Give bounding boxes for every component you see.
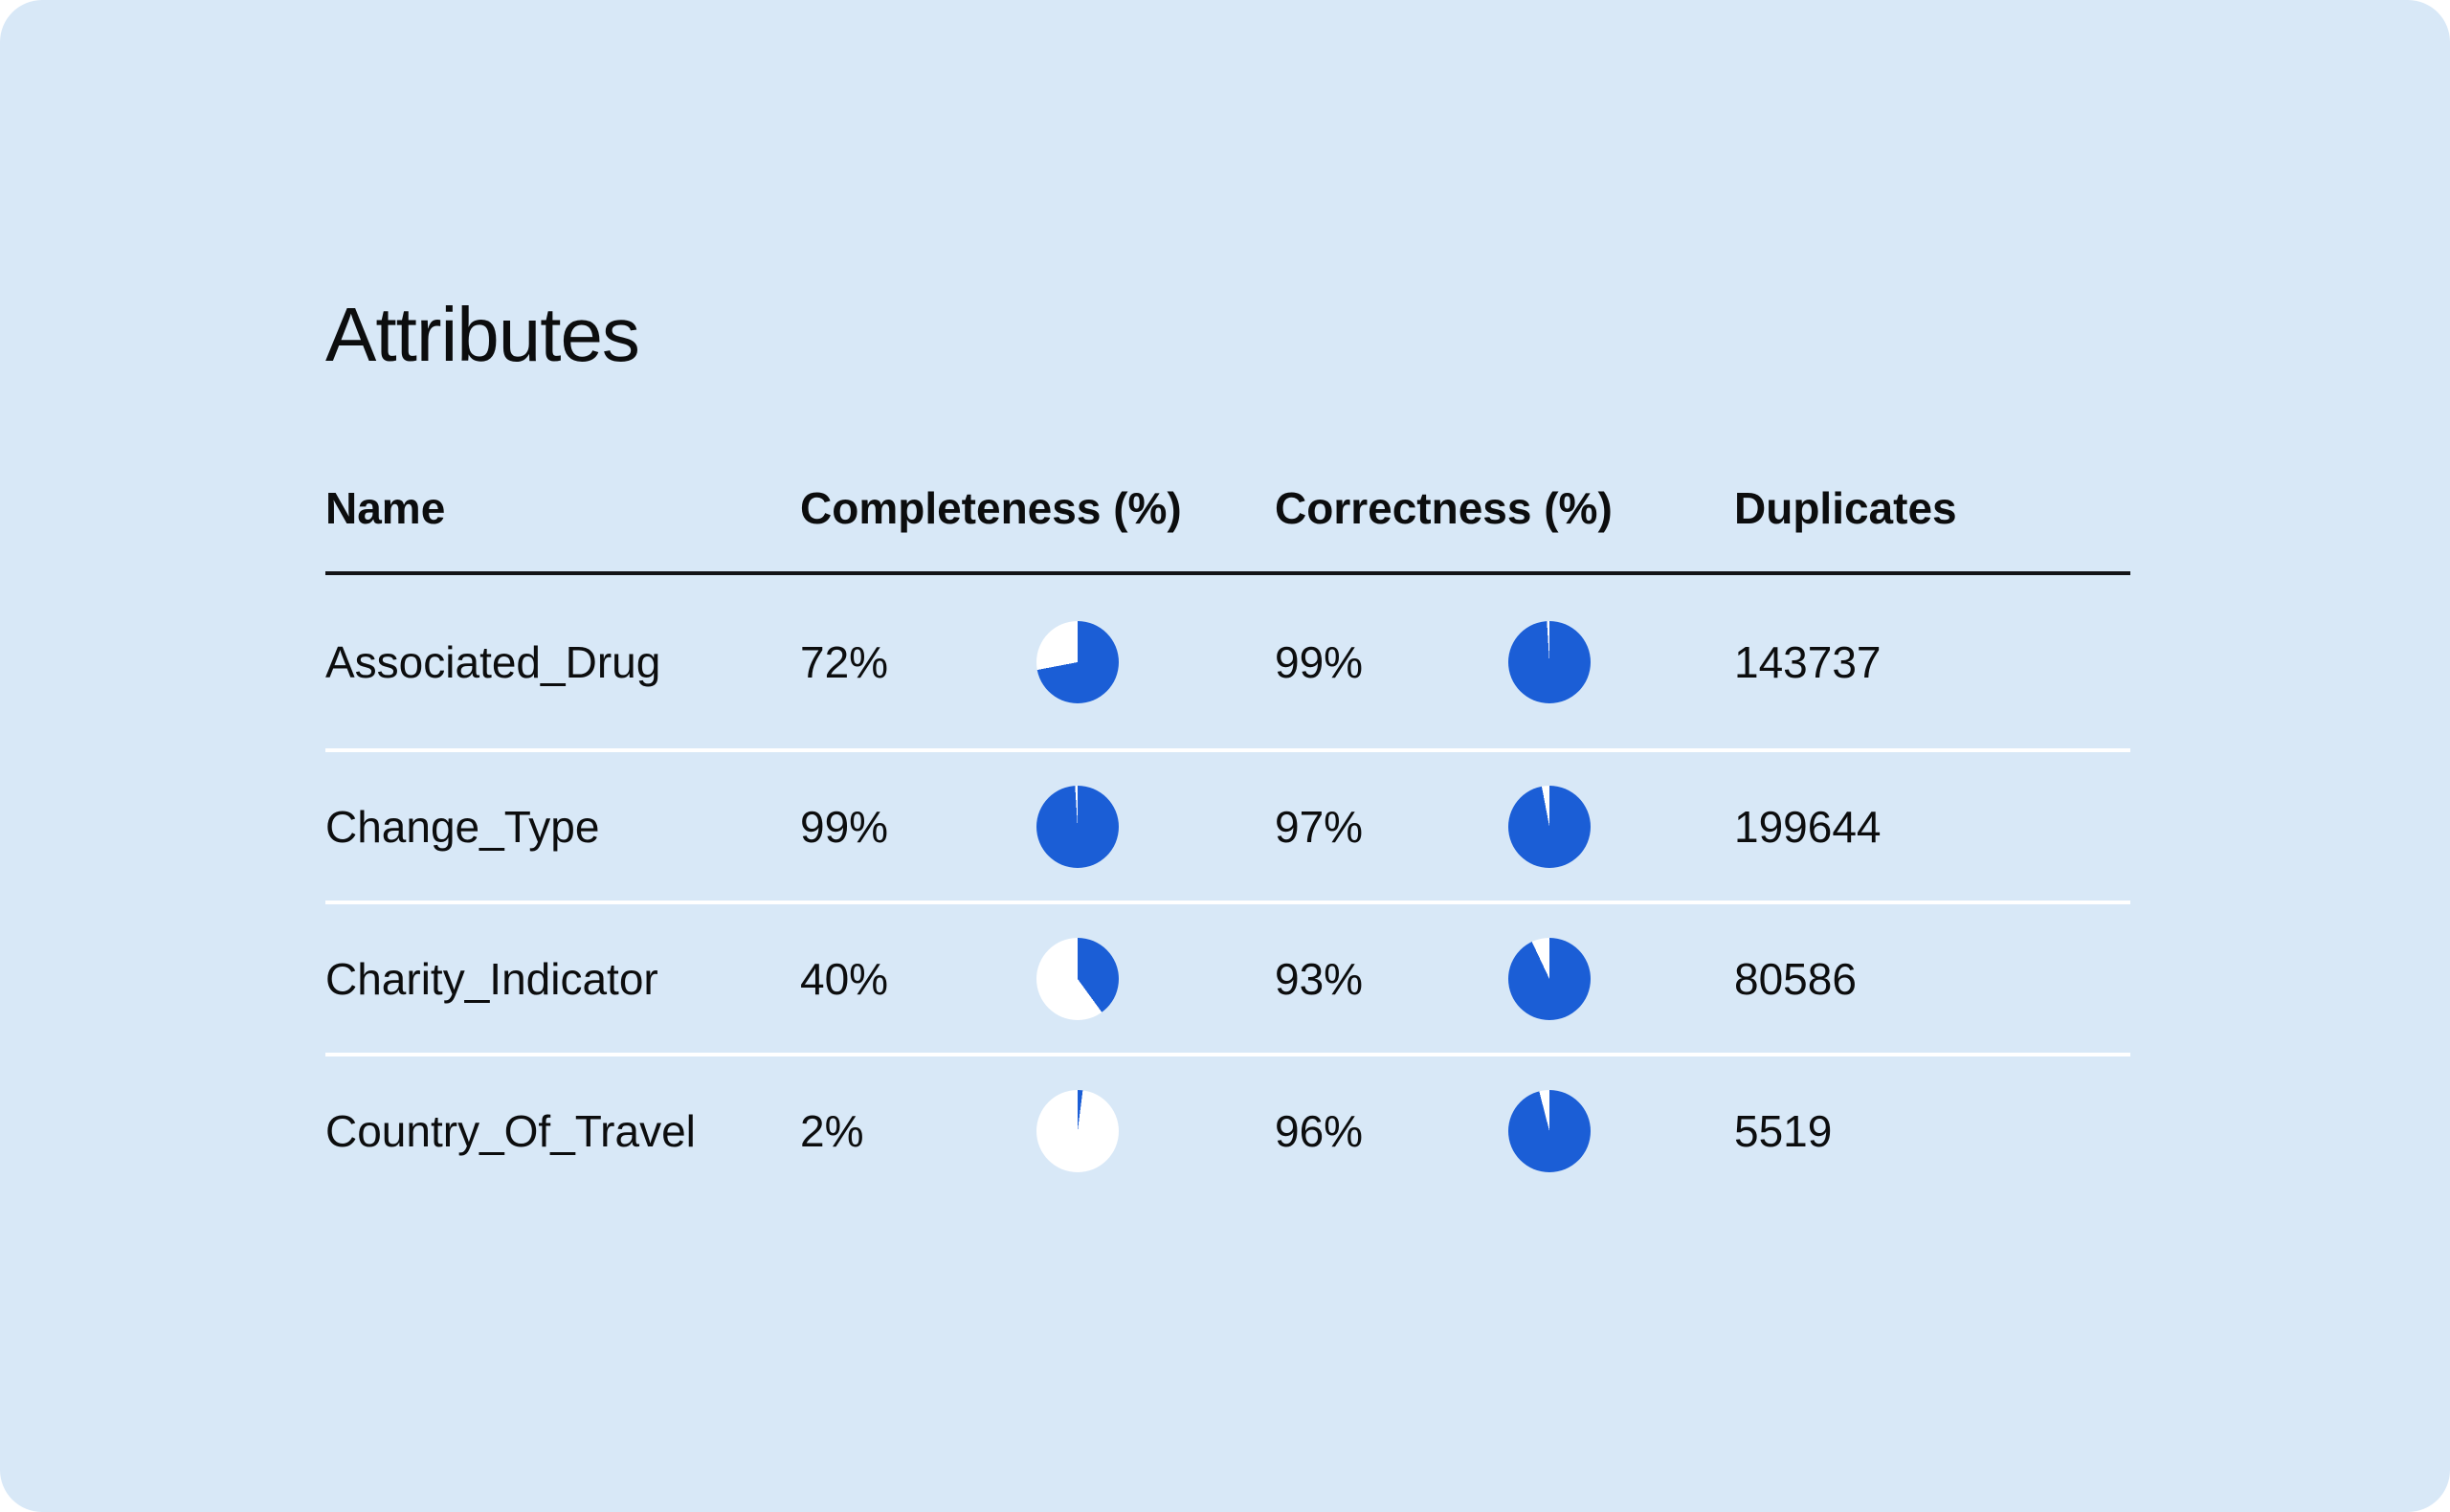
completeness-pie-chart [1036,1089,1119,1172]
completeness-value: 72% [800,636,889,687]
correctness-value: 99% [1275,636,1364,687]
correctness-pie-chart [1508,620,1591,703]
duplicates-value: 199644 [1734,801,1882,852]
attribute-name: Associated_Drug [325,636,661,687]
correctness-pie-chart [1508,785,1591,868]
correctness-pie-cell [1508,1089,1734,1172]
table-row[interactable]: Charity_Indicator 40% 93% 80586 [325,901,2130,1053]
completeness-pie-chart [1036,937,1119,1020]
attributes-table: Name Completeness (%) Correctness (%) Du… [325,482,2130,1205]
correctness-value: 96% [1275,1105,1364,1156]
completeness-value: 99% [800,801,889,852]
duplicates-value: 143737 [1734,636,1882,687]
header-divider [325,571,2130,575]
completeness-pie-cell [1036,1089,1275,1172]
duplicates-value: 80586 [1734,953,1857,1004]
completeness-pie-cell [1036,620,1275,703]
table-row[interactable]: Change_Type 99% 97% 199644 [325,748,2130,901]
correctness-pie-cell [1508,620,1734,703]
attribute-name: Change_Type [325,801,600,852]
correctness-value: 93% [1275,953,1364,1004]
attribute-name: Country_Of_Travel [325,1105,696,1156]
duplicates-value: 5519 [1734,1105,1833,1156]
correctness-pie-chart [1508,937,1591,1020]
correctness-pie-cell [1508,937,1734,1020]
table-row[interactable]: Country_Of_Travel 2% 96% 5519 [325,1053,2130,1205]
column-header-completeness: Completeness (%) [800,483,1182,533]
attribute-name: Charity_Indicator [325,953,658,1004]
completeness-pie-cell [1036,937,1275,1020]
column-header-name: Name [325,483,446,533]
correctness-pie-cell [1508,785,1734,868]
table-body: Associated_Drug 72% 99% 143737 Change_Ty… [325,575,2130,1205]
table-header-row: Name Completeness (%) Correctness (%) Du… [325,482,2130,534]
correctness-pie-chart [1508,1089,1591,1172]
completeness-pie-chart [1036,785,1119,868]
page-title: Attributes [325,292,640,377]
column-header-duplicates: Duplicates [1734,483,1957,533]
completeness-value: 2% [800,1105,864,1156]
completeness-pie-chart [1036,620,1119,703]
correctness-value: 97% [1275,801,1364,852]
table-row[interactable]: Associated_Drug 72% 99% 143737 [325,575,2130,748]
completeness-pie-cell [1036,785,1275,868]
completeness-value: 40% [800,953,889,1004]
column-header-correctness: Correctness (%) [1275,483,1613,533]
